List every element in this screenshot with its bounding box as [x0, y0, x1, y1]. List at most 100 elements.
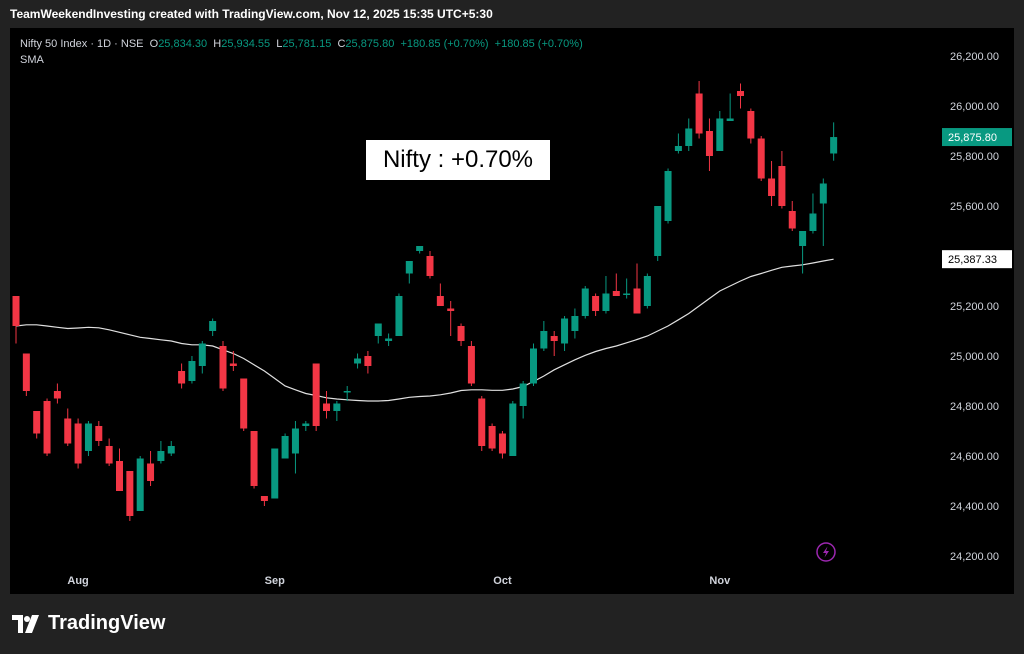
candle-body	[22, 353, 30, 391]
close-label: C	[337, 38, 346, 50]
candle	[809, 193, 817, 234]
y-tick-label: 26,000.00	[950, 101, 999, 113]
x-tick-label: Sep	[265, 575, 285, 587]
candle	[726, 93, 734, 121]
candle	[198, 341, 206, 374]
candle	[519, 381, 527, 419]
candle	[354, 353, 362, 369]
chart-panel[interactable]: 24,200.00 24,400.00 24,600.00 24,800.00 25,0…	[10, 28, 1014, 594]
candle	[364, 351, 372, 374]
candle-body	[240, 378, 248, 429]
candle	[405, 261, 413, 284]
candle-body	[157, 451, 165, 461]
y-tick-label: 25,600.00	[950, 201, 999, 213]
candle-body	[312, 363, 320, 426]
candle-body	[105, 446, 113, 464]
candle-body	[561, 318, 569, 344]
candle-body	[623, 293, 631, 295]
candle	[22, 353, 30, 396]
chart-legend: Nifty 50 Index · 1D · NSE O25,834.30 H25…	[20, 38, 583, 50]
candle-body	[488, 426, 496, 449]
header-text: TeamWeekendInvesting created with Tradin…	[10, 7, 493, 21]
candle	[716, 111, 724, 151]
candle-body	[747, 111, 755, 139]
candle	[395, 293, 403, 336]
candle-body	[509, 403, 517, 456]
candle-body	[467, 346, 475, 384]
y-tick-label: 24,800.00	[950, 401, 999, 413]
tradingview-logo[interactable]: TradingView	[12, 612, 165, 635]
last-price-label: 25,875.80	[948, 132, 997, 144]
candle	[571, 308, 579, 339]
candle-body	[343, 391, 351, 393]
symbol-label[interactable]: Nifty 50 Index · 1D · NSE	[20, 38, 144, 50]
candle	[95, 421, 103, 446]
y-tick-label: 25,000.00	[950, 351, 999, 363]
candle-body	[716, 118, 724, 151]
watermark-header: TeamWeekendInvesting created with Tradin…	[0, 0, 1024, 28]
candle-body	[768, 178, 776, 196]
y-tick-label: 25,800.00	[950, 151, 999, 163]
sma-legend[interactable]: SMA	[20, 54, 44, 66]
candle-body	[519, 383, 527, 406]
candle-body	[147, 463, 155, 481]
candle-body	[323, 403, 330, 411]
candle	[333, 401, 341, 421]
candle	[747, 108, 755, 144]
candlestick-chart[interactable]: 24,200.00 24,400.00 24,600.00 24,800.00 25,0…	[10, 28, 1014, 594]
candle-body	[581, 288, 589, 316]
candle	[209, 318, 217, 336]
candle-body	[126, 471, 134, 516]
candle-body	[416, 246, 424, 251]
candle-body	[198, 343, 206, 366]
candle	[498, 431, 506, 459]
candle-body	[830, 137, 838, 154]
candle	[799, 231, 807, 274]
candle-body	[695, 93, 703, 134]
change-value-2: +180.85 (+0.70%)	[494, 38, 583, 50]
x-tick-label: Nov	[709, 575, 731, 587]
candle	[643, 273, 651, 309]
candle	[167, 441, 175, 456]
y-tick-label: 25,200.00	[950, 301, 999, 313]
candle-body	[788, 211, 796, 229]
candle-body	[457, 326, 465, 341]
candle-body	[819, 183, 827, 204]
candle	[705, 118, 713, 171]
candle	[74, 418, 82, 469]
candle-body	[643, 276, 651, 306]
candle-body	[737, 91, 744, 96]
open-label: O	[149, 38, 159, 50]
candle	[43, 398, 51, 456]
candle	[105, 438, 113, 466]
candle	[695, 81, 703, 139]
candle	[33, 411, 41, 439]
candle-body	[395, 296, 403, 336]
last-price-tag	[942, 128, 1012, 147]
candle	[271, 448, 279, 499]
candle	[188, 356, 196, 384]
candle-body	[178, 371, 186, 384]
candle-body	[374, 323, 382, 336]
candle-body	[136, 458, 144, 511]
candle-body	[271, 448, 279, 499]
candle	[561, 316, 569, 351]
candle	[436, 283, 444, 306]
candle	[219, 341, 227, 391]
candle-body	[167, 446, 175, 454]
lightning-icon[interactable]	[816, 542, 836, 562]
low-label: L	[276, 38, 283, 50]
candle-body	[53, 391, 61, 399]
candle	[240, 378, 248, 431]
candle-body	[809, 213, 817, 231]
candle	[291, 421, 299, 474]
candle-body	[436, 296, 444, 306]
candle-body	[333, 403, 341, 411]
candle-body	[778, 166, 786, 206]
candle-body	[592, 296, 600, 311]
candle	[136, 456, 144, 511]
annotation-box[interactable]: Nifty : +0.70%	[366, 140, 550, 180]
candle-body	[260, 496, 268, 501]
candle-body	[799, 231, 807, 246]
candle-body	[291, 428, 299, 454]
